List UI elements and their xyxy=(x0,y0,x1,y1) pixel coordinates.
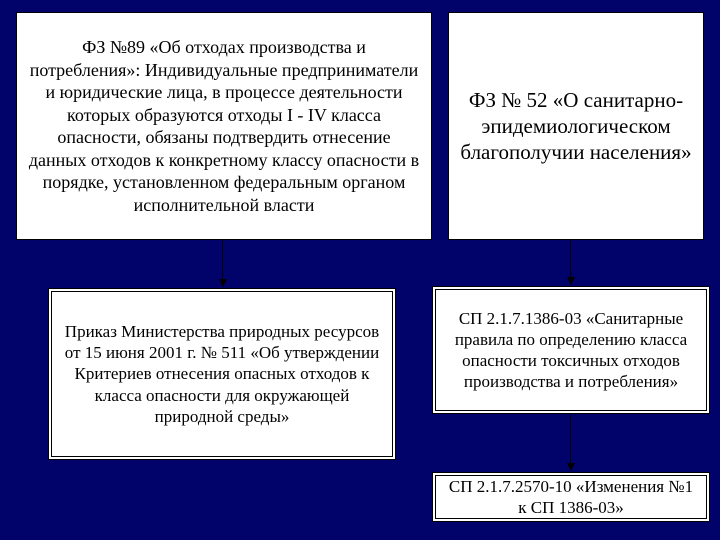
box-fz52: ФЗ № 52 «О санитарно-эпидемиологическом … xyxy=(448,12,704,240)
box-fz89: ФЗ №89 «Об отходах производства и потреб… xyxy=(16,12,432,240)
arrow-fz89-to-prikaz xyxy=(222,240,223,286)
box-fz89-text: ФЗ №89 «Об отходах производства и потреб… xyxy=(27,36,421,216)
arrow-sp1386-to-sp2570 xyxy=(570,415,571,470)
box-sp1386: СП 2.1.7.1386-03 «Санитарные правила по … xyxy=(432,286,710,414)
box-fz52-text: ФЗ № 52 «О санитарно-эпидемиологическом … xyxy=(459,87,693,166)
box-sp2570: СП 2.1.7.2570-10 «Изменения №1 к СП 1386… xyxy=(432,472,710,522)
box-sp1386-text: СП 2.1.7.1386-03 «Санитарные правила по … xyxy=(446,308,696,393)
box-prikaz: Приказ Министерства природных ресурсов о… xyxy=(48,288,396,460)
box-sp2570-text: СП 2.1.7.2570-10 «Изменения №1 к СП 1386… xyxy=(446,476,696,519)
arrow-fz52-to-sp1386 xyxy=(570,240,571,284)
box-prikaz-text: Приказ Министерства природных ресурсов о… xyxy=(62,321,382,427)
